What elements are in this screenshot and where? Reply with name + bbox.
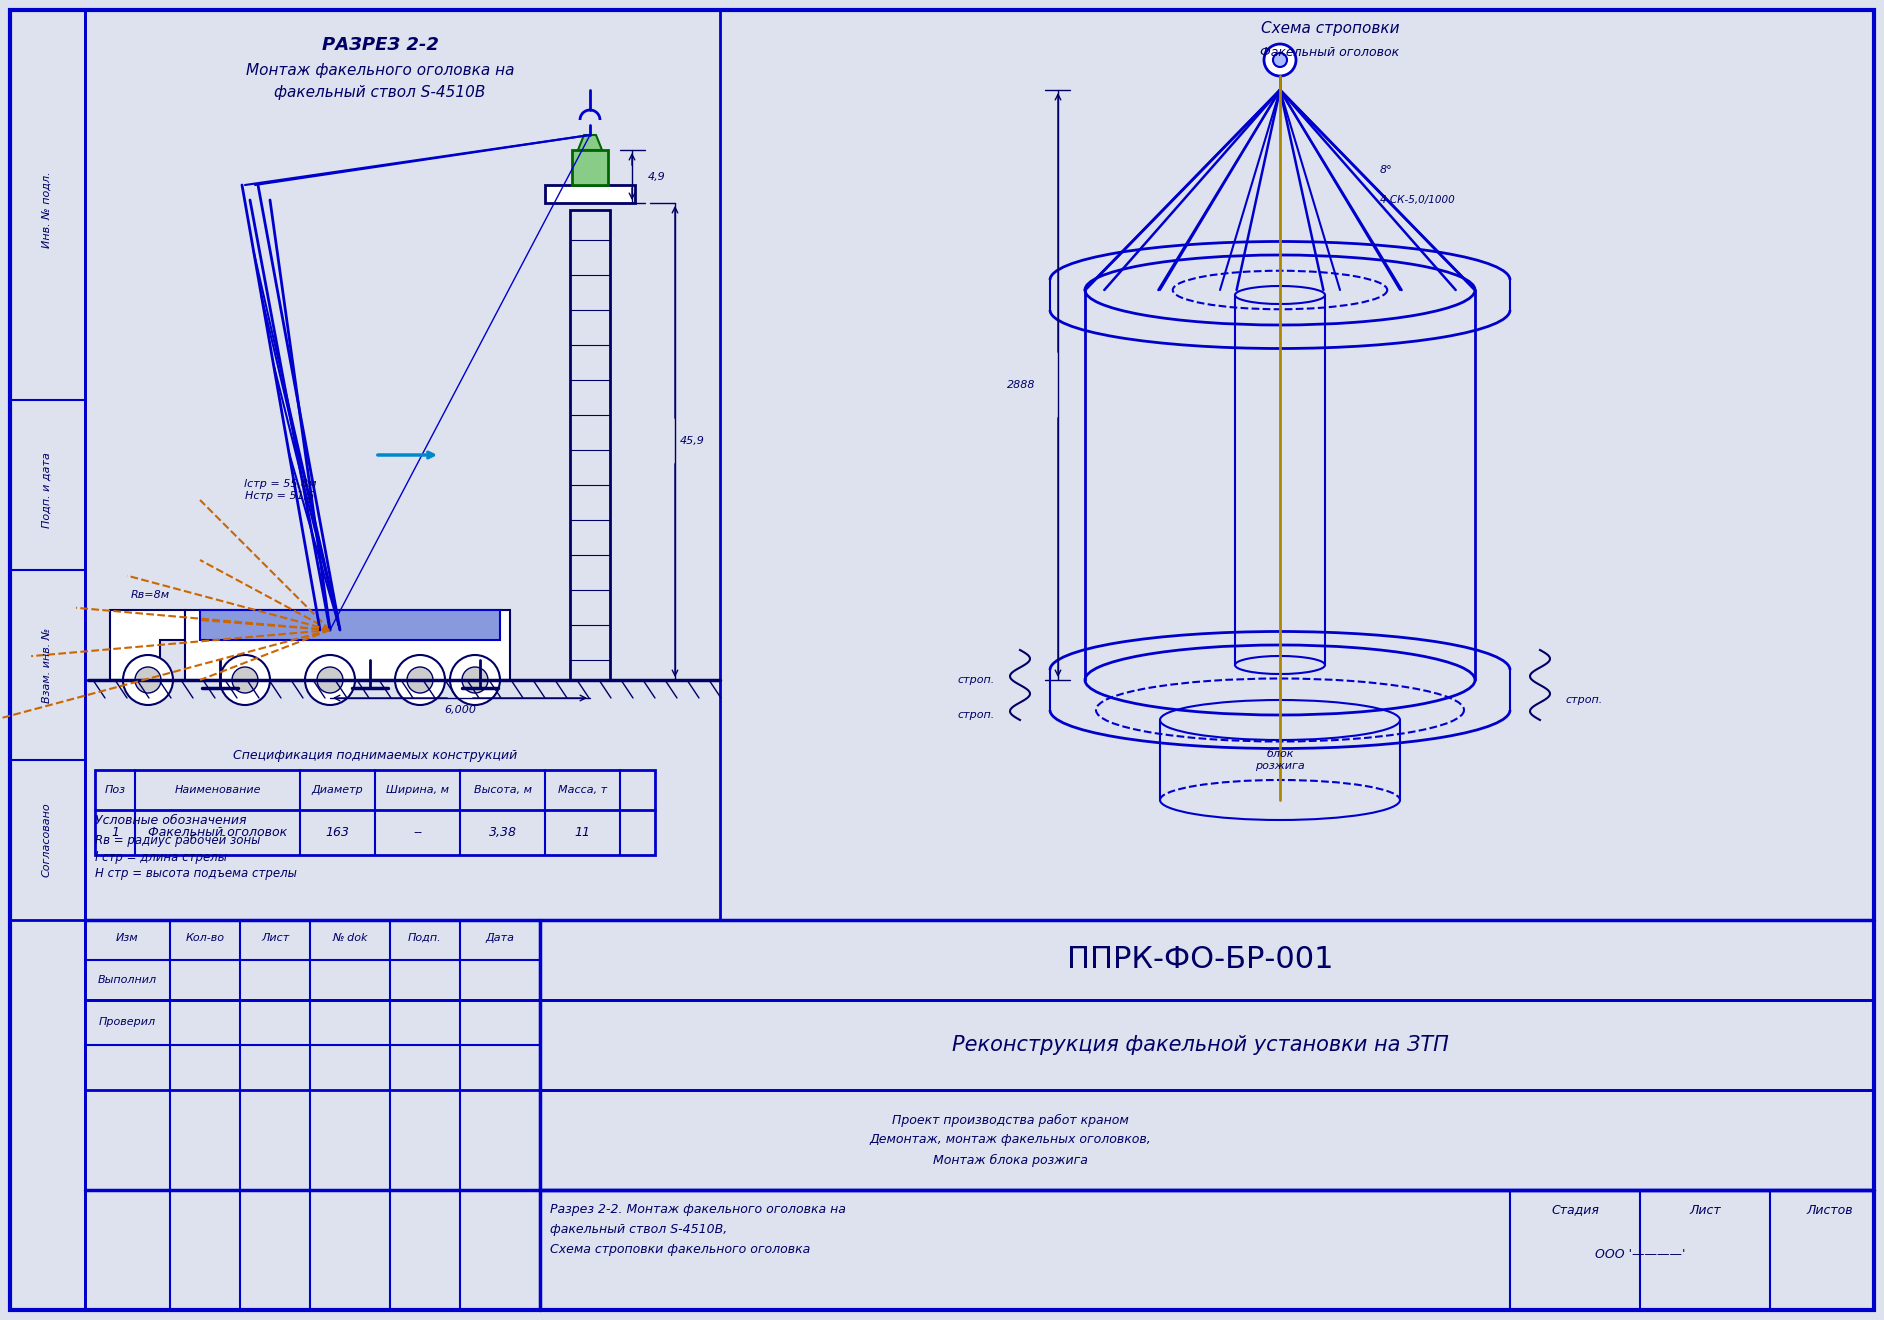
Bar — [544, 185, 635, 203]
Text: Выполнил: Выполнил — [98, 975, 156, 985]
Circle shape — [122, 655, 173, 705]
Text: строп.: строп. — [957, 710, 995, 719]
Text: факельный ствол S-4510В,: факельный ствол S-4510В, — [550, 1224, 727, 1237]
Text: Ширина, м: Ширина, м — [386, 785, 448, 795]
Text: l стр = длина стрелы: l стр = длина стрелы — [94, 850, 226, 863]
Polygon shape — [200, 610, 499, 640]
Text: Реконструкция факельной установки на ЗТП: Реконструкция факельной установки на ЗТП — [951, 1035, 1449, 1055]
Text: Согласовано: Согласовано — [41, 803, 53, 878]
Text: Факельный оголовок: Факельный оголовок — [149, 826, 286, 840]
Text: Взам. инв. №: Взам. инв. № — [41, 627, 53, 702]
Text: Схема строповки: Схема строповки — [1260, 21, 1400, 36]
Text: ППРК-ФО-БР-001: ППРК-ФО-БР-001 — [1066, 945, 1334, 974]
Bar — [94, 770, 656, 855]
Text: РАЗРЕЗ 2-2: РАЗРЕЗ 2-2 — [322, 36, 439, 54]
Text: 163: 163 — [326, 826, 350, 840]
Text: Схема строповки факельного оголовка: Схема строповки факельного оголовка — [550, 1243, 810, 1257]
Text: Проверил: Проверил — [98, 1016, 156, 1027]
Text: Поз: Поз — [104, 785, 126, 795]
Circle shape — [396, 655, 445, 705]
Text: H стр = высота подъема стрелы: H стр = высота подъема стрелы — [94, 867, 298, 880]
Text: Проект производства работ краном: Проект производства работ краном — [891, 1114, 1129, 1126]
Circle shape — [462, 667, 488, 693]
Circle shape — [317, 667, 343, 693]
Text: 3,38: 3,38 — [488, 826, 516, 840]
Circle shape — [450, 655, 499, 705]
Text: Монтаж блока розжига: Монтаж блока розжига — [933, 1154, 1087, 1167]
Text: Подп. и дата: Подп. и дата — [41, 451, 53, 528]
Circle shape — [232, 667, 258, 693]
Bar — [573, 150, 609, 185]
Text: № dok: № dok — [332, 933, 367, 942]
Text: Лист: Лист — [1690, 1204, 1720, 1217]
Text: Инв. № подл.: Инв. № подл. — [41, 172, 53, 248]
Text: 11: 11 — [575, 826, 590, 840]
Text: Разрез 2-2. Монтаж факельного оголовка на: Разрез 2-2. Монтаж факельного оголовка н… — [550, 1204, 846, 1217]
Text: Высота, м: Высота, м — [473, 785, 531, 795]
Text: строп.: строп. — [957, 675, 995, 685]
Text: Демонтаж, монтаж факельных оголовков,: Демонтаж, монтаж факельных оголовков, — [869, 1134, 1151, 1147]
Text: Дата: Дата — [486, 933, 514, 942]
Polygon shape — [109, 610, 185, 680]
Text: 1: 1 — [111, 826, 119, 840]
Text: Факельный оголовок: Факельный оголовок — [1260, 45, 1400, 58]
Text: 45,9: 45,9 — [680, 436, 705, 446]
Text: Подп.: Подп. — [409, 933, 443, 942]
Text: факельный ствол S-4510В: факельный ствол S-4510В — [275, 84, 486, 99]
Text: ООО '————': ООО '————' — [1596, 1249, 1684, 1262]
Circle shape — [220, 655, 269, 705]
Text: Изм: Изм — [115, 933, 138, 942]
Text: Монтаж факельного оголовка на: Монтаж факельного оголовка на — [245, 62, 514, 78]
Circle shape — [407, 667, 433, 693]
Text: строп.: строп. — [1566, 696, 1601, 705]
Circle shape — [136, 667, 160, 693]
Text: Листов: Листов — [1807, 1204, 1854, 1217]
Text: Кол-во: Кол-во — [185, 933, 224, 942]
Polygon shape — [578, 135, 603, 150]
Text: Rв=8м: Rв=8м — [130, 590, 170, 601]
Text: Масса, т: Масса, т — [558, 785, 607, 795]
Text: Наименование: Наименование — [173, 785, 260, 795]
Text: Лист: Лист — [260, 933, 288, 942]
Polygon shape — [185, 610, 511, 680]
Text: 4 СК-5,0/1000: 4 СК-5,0/1000 — [1379, 195, 1454, 205]
Text: Условные обозначения: Условные обозначения — [94, 813, 247, 826]
Text: Стадия: Стадия — [1551, 1204, 1600, 1217]
Text: 2888: 2888 — [1006, 380, 1034, 389]
Text: 4,9: 4,9 — [648, 172, 665, 182]
Text: Диаметр: Диаметр — [311, 785, 364, 795]
Text: блок
розжига: блок розжига — [1255, 750, 1306, 771]
Circle shape — [1274, 53, 1287, 67]
Text: 6,000: 6,000 — [445, 705, 477, 715]
Circle shape — [305, 655, 354, 705]
Text: Rв = радиус рабочей зоны: Rв = радиус рабочей зоны — [94, 833, 260, 846]
Bar — [571, 210, 610, 680]
Text: --: -- — [413, 826, 422, 840]
Text: lстр = 55,8м
Hстр = 51,5: lстр = 55,8м Hстр = 51,5 — [243, 479, 317, 500]
Text: Спецификация поднимаемых конструкций: Спецификация поднимаемых конструкций — [234, 748, 516, 762]
Text: 8°: 8° — [1379, 165, 1392, 176]
Circle shape — [1264, 44, 1296, 77]
